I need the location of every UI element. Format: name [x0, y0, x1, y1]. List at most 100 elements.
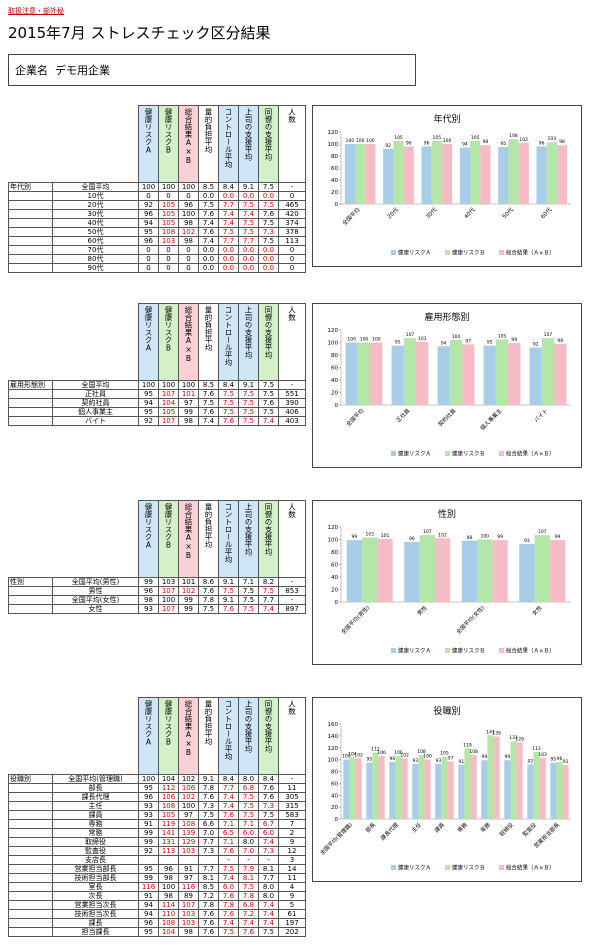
cell: 6.0 [258, 828, 279, 838]
row-name: 次長 [52, 891, 139, 901]
cell: 7.5 [238, 586, 259, 596]
data-label: 98 [559, 139, 565, 145]
bar [366, 762, 373, 819]
group-cell [8, 828, 53, 838]
row: 60代 96 103 98 7.4 7.7 7.7 7.5 113 [8, 236, 306, 246]
cell: 141 [158, 828, 179, 838]
column-header: 総合結果A×B [178, 697, 199, 775]
cell: 99 [138, 837, 159, 847]
bar [344, 144, 356, 204]
cell: 583 [278, 810, 306, 820]
cell: 7.5 [218, 407, 239, 417]
cell: 7.5 [238, 595, 259, 605]
bar [529, 347, 542, 405]
cell: 0 [178, 254, 199, 264]
cell: 7.6 [198, 909, 219, 919]
cell: 131 [158, 837, 179, 847]
bar [492, 540, 508, 602]
cell: 7.2 [198, 891, 219, 901]
chart-box: 役職別 0 20 40 60 80 100 120 140 160 100 104 102 全国平均(管理… [312, 697, 582, 882]
bar [541, 338, 555, 405]
data-label: 102 [354, 752, 363, 758]
bar [495, 339, 509, 405]
row-name: 課員 [52, 810, 139, 820]
row: 性別 全国平均(男性) 99 103 101 8.6 9.1 7.1 8.2- [8, 577, 306, 587]
x-tick-label: 常務 [478, 820, 492, 834]
row: 課長代理 96 106 102 7.6 7.4 7.5 7.6 305 [8, 792, 306, 802]
y-tick-label: 0 [335, 202, 339, 208]
y-tick-label: 120 [328, 525, 339, 531]
bar [404, 542, 420, 602]
cell: 100 [138, 380, 159, 390]
group-cell [8, 900, 53, 910]
header-row: 健康リスクA 健康リスクB 総合結果A×B 量的負担平均 コントロール平均 上司の支援平均… [9, 105, 306, 183]
data-label: 98 [557, 338, 563, 344]
bar [504, 760, 511, 819]
bar [343, 759, 350, 819]
column-header: 人数 [278, 500, 306, 578]
legend-swatch [499, 865, 504, 870]
y-tick-label: 60 [331, 781, 338, 787]
cell: 7.4 [218, 873, 239, 883]
cell: 8.5 [198, 380, 219, 390]
cell: 92 [138, 416, 159, 426]
y-tick-label: 120 [328, 130, 339, 136]
cell: 7.0 [198, 828, 219, 838]
y-tick-label: 80 [331, 154, 338, 160]
group-cell [8, 398, 53, 408]
cell: 7.4 [218, 218, 239, 228]
row-name: 取締役 [52, 837, 139, 847]
column-header: 人数 [278, 303, 306, 381]
data-label: 107 [406, 332, 415, 338]
row: 専務 91 119 108 6.6 7.1 7.1 6.7 7 [8, 819, 306, 829]
data-label: 104 [348, 751, 357, 757]
bar [554, 343, 567, 405]
data-label: 108 [417, 749, 426, 755]
cell: 100 [178, 182, 199, 192]
blank [9, 698, 53, 775]
row-name: 正社員 [52, 389, 139, 399]
cell: 0.0 [238, 254, 259, 264]
data-label: 91 [458, 759, 464, 765]
cell: 7.4 [238, 209, 259, 219]
y-tick-label: 100 [328, 538, 339, 544]
data-label: 100 [423, 754, 432, 760]
cell: 99 [138, 873, 159, 883]
cell: 0 [178, 191, 199, 201]
bar [431, 141, 442, 204]
cell: 103 [178, 918, 199, 928]
column-header: 健康リスクB [158, 105, 179, 183]
cell: 7.7 [198, 864, 219, 874]
cell: 7.8 [198, 595, 219, 605]
column-header: コントロール平均 [218, 500, 239, 578]
row-name: 課長代理 [52, 792, 139, 802]
chart-title: 性別 [438, 508, 456, 520]
chart-box: 性別 0 20 40 60 80 100 120 99 103 101 全国平均(男性) 96 107 10… [312, 500, 582, 665]
cell: 103 [178, 846, 199, 856]
column-header: コントロール平均 [218, 697, 239, 775]
legend-swatch [391, 865, 396, 870]
cell: 0 [278, 191, 306, 201]
row-name: 担当課長 [52, 927, 139, 937]
cell: 107 [158, 416, 179, 426]
data-label: 100 [372, 337, 381, 343]
row: 営業担当次長 94 114 107 7.8 7.8 6.8 7.4 5 [8, 900, 306, 910]
row: 10代 0 0 0 0.0 0.0 0.0 0.0 0 [8, 191, 306, 201]
group-cell [8, 604, 53, 614]
y-tick-label: 100 [328, 142, 339, 148]
bar [449, 340, 463, 405]
y-tick-label: 20 [331, 805, 338, 811]
group-cell [8, 873, 53, 883]
column-header: 上司の支援平均 [238, 697, 259, 775]
cell: 91 [138, 891, 159, 901]
data-label: 107 [544, 332, 553, 338]
column-header: 健康リスクA [138, 697, 159, 775]
row: 課長 96 108 103 7.6 7.4 7.4 7.4 197 [8, 918, 306, 928]
cell: 102 [178, 586, 199, 596]
cell: 7.6 [198, 918, 219, 928]
cell: 91 [178, 864, 199, 874]
legend-swatch [499, 250, 504, 255]
column-header: 健康リスクA [138, 500, 159, 578]
notice: 取扱注意・部外秘 [8, 7, 64, 15]
row-name: 女性 [52, 604, 139, 614]
